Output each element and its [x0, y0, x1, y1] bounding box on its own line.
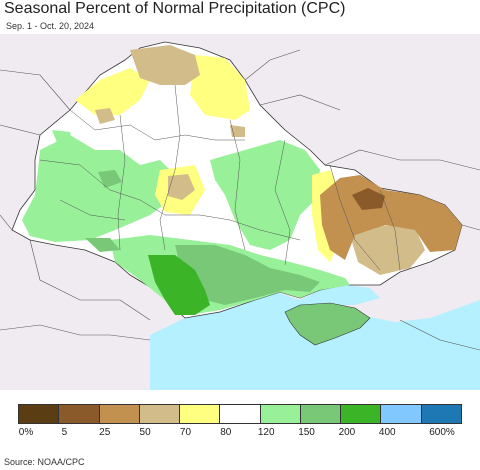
- date-range: Sep. 1 - Oct. 20, 2024: [6, 21, 95, 31]
- crimea: [284, 302, 371, 346]
- legend-swatch: [300, 405, 342, 423]
- legend-swatch: [59, 405, 100, 423]
- legend-swatch: [220, 405, 261, 423]
- precipitation-map: [0, 34, 480, 390]
- legend-tick-label: 400: [378, 427, 396, 438]
- legend-swatch: [99, 405, 140, 423]
- legend-swatch: [139, 405, 181, 423]
- legend-tick-label: 50: [139, 427, 151, 438]
- source-credit: Source: NOAA/CPC: [4, 457, 85, 467]
- legend-tick-labels: 0% 5 25 50 70 80 120 150 200 400 600%: [0, 427, 480, 441]
- legend-swatch: [381, 405, 422, 423]
- legend-swatch: [19, 405, 60, 423]
- legend-swatch: [421, 405, 461, 423]
- map-title: Seasonal Percent of Normal Precipitation…: [4, 0, 346, 17]
- legend-tick-label: 120: [257, 427, 275, 438]
- legend-tick-label: 25: [99, 427, 111, 438]
- legend-tick-label: 150: [298, 427, 315, 438]
- legend-swatch: [341, 405, 382, 423]
- legend-tick-label: 70: [179, 427, 192, 438]
- legend-tick-label: 200: [338, 427, 356, 438]
- color-legend: [18, 404, 462, 424]
- legend-tick-label: 600%: [429, 427, 455, 438]
- legend-tick-label: 5: [61, 427, 68, 438]
- legend-tick-label: 80: [220, 427, 232, 438]
- legend-swatch: [260, 405, 301, 423]
- legend-swatch: [180, 405, 221, 423]
- legend-tick-label: 0%: [18, 427, 34, 438]
